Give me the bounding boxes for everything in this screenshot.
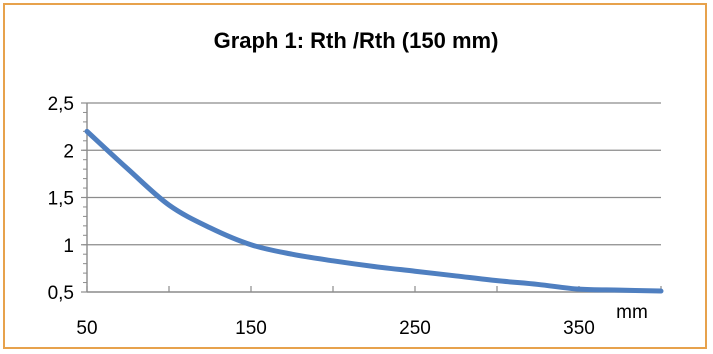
x-axis-label: mm [616,302,648,323]
series-lines [84,128,664,294]
chart-title: Graph 1: Rth /Rth (150 mm) [214,28,499,53]
y-tick-label: 2,5 [48,94,74,115]
y-tick-label: 1,5 [48,189,74,210]
x-tick-label: 250 [399,318,431,339]
x-tick-label: 50 [76,318,97,339]
gridlines [87,102,661,246]
series-line [84,128,664,294]
x-tick-label: 150 [235,318,267,339]
y-tick-labels: 0,5 1 1,5 2 2,5 [48,94,74,304]
x-tick-labels: 50 150 250 350 [76,318,594,339]
y-tick-label: 1 [63,236,74,257]
y-tick-label: 0,5 [48,283,74,304]
y-tick-label: 2 [63,141,74,162]
x-tick-label: 350 [563,318,595,339]
